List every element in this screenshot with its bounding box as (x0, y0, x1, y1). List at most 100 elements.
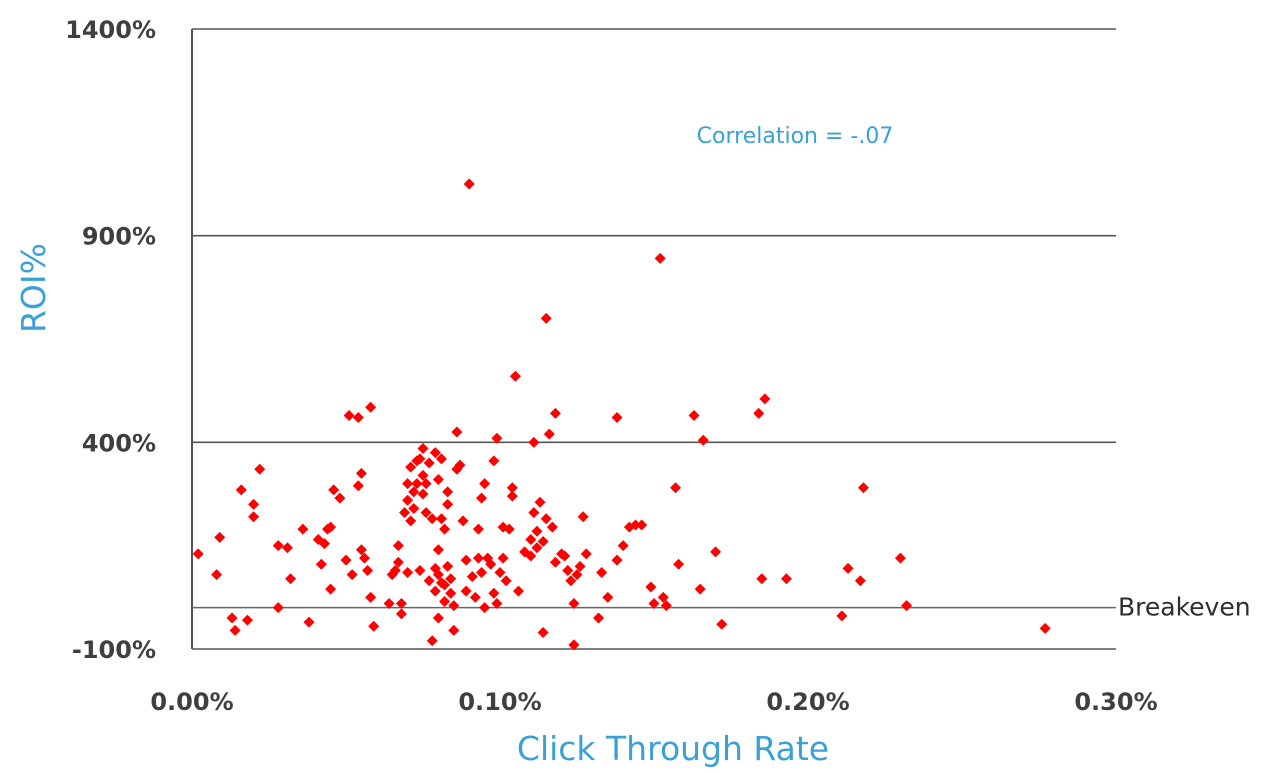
data-point (451, 426, 463, 438)
data-point (491, 598, 503, 610)
data-point (549, 407, 561, 419)
data-point (423, 457, 435, 469)
data-point (688, 409, 700, 421)
data-point (368, 620, 380, 632)
data-point (365, 401, 377, 413)
y-tick-labels: 1400% 900% 400% -100% (65, 16, 156, 664)
data-point (562, 564, 574, 576)
data-point (894, 552, 906, 564)
data-point (528, 436, 540, 448)
data-point (328, 484, 340, 496)
data-point (645, 581, 657, 593)
data-point (429, 585, 441, 597)
breakeven-layer: Breakeven (192, 593, 1251, 622)
data-point (602, 591, 614, 603)
data-point (362, 564, 374, 576)
data-point (568, 639, 580, 651)
data-point (460, 585, 472, 597)
data-point (420, 478, 432, 490)
x-axis-title: Click Through Rate (517, 729, 829, 768)
data-point (670, 482, 682, 494)
data-point (512, 585, 524, 597)
y-tick-label: 1400% (65, 16, 156, 44)
data-point (525, 550, 537, 562)
y-tick-label: 900% (82, 223, 156, 251)
data-point (432, 612, 444, 624)
y-tick-label: 400% (82, 429, 156, 457)
data-point (334, 492, 346, 504)
data-point (531, 542, 543, 554)
data-point (281, 542, 293, 554)
data-point (476, 492, 488, 504)
data-points (192, 178, 1051, 651)
data-point (395, 608, 407, 620)
data-point (660, 600, 672, 612)
data-point (759, 393, 771, 405)
data-point (648, 598, 660, 610)
data-point (358, 552, 370, 564)
data-point (432, 474, 444, 486)
data-point (753, 407, 765, 419)
data-point (432, 569, 444, 581)
data-point (417, 443, 429, 455)
data-point (565, 575, 577, 587)
data-point (235, 484, 247, 496)
data-point (463, 178, 475, 190)
data-point (577, 511, 589, 523)
data-point (402, 567, 414, 579)
y-tick-label: -100% (72, 636, 156, 664)
data-point (442, 486, 454, 498)
x-tick-labels: 0.00% 0.10% 0.20% 0.30% (150, 688, 1157, 716)
data-point (439, 579, 451, 591)
data-point (540, 513, 552, 525)
data-point (549, 556, 561, 568)
data-point (417, 488, 429, 500)
data-point (485, 558, 497, 570)
data-point (445, 573, 457, 585)
data-point (531, 525, 543, 537)
data-point (432, 544, 444, 556)
data-point (611, 554, 623, 566)
data-point (543, 428, 555, 440)
data-point (352, 480, 364, 492)
data-point (509, 370, 521, 382)
x-tick-label: 0.00% (150, 688, 233, 716)
data-point (469, 591, 481, 603)
data-point (694, 583, 706, 595)
data-point (285, 573, 297, 585)
data-point (414, 564, 426, 576)
data-point (716, 618, 728, 630)
data-point (426, 513, 438, 525)
data-point (439, 523, 451, 535)
data-point (636, 519, 648, 531)
data-point (836, 610, 848, 622)
data-point (537, 626, 549, 638)
data-point (472, 552, 484, 564)
data-point (226, 612, 238, 624)
data-point (318, 538, 330, 550)
data-point (488, 587, 500, 599)
data-point (574, 560, 586, 572)
data-point (540, 312, 552, 324)
data-point (448, 624, 460, 636)
data-point (405, 461, 417, 473)
data-point (488, 455, 500, 467)
data-point (901, 600, 913, 612)
data-point (472, 523, 484, 535)
data-point (571, 569, 583, 581)
data-point (673, 558, 685, 570)
data-point (457, 515, 469, 527)
data-point (445, 587, 457, 599)
data-point (325, 521, 337, 533)
data-point (630, 519, 642, 531)
data-point (479, 602, 491, 614)
data-point (340, 554, 352, 566)
data-point (568, 598, 580, 610)
data-point (491, 432, 503, 444)
data-point (454, 459, 466, 471)
data-point (272, 602, 284, 614)
data-point (442, 498, 454, 510)
data-point (466, 571, 478, 583)
x-tick-label: 0.10% (458, 688, 541, 716)
data-point (420, 507, 432, 519)
